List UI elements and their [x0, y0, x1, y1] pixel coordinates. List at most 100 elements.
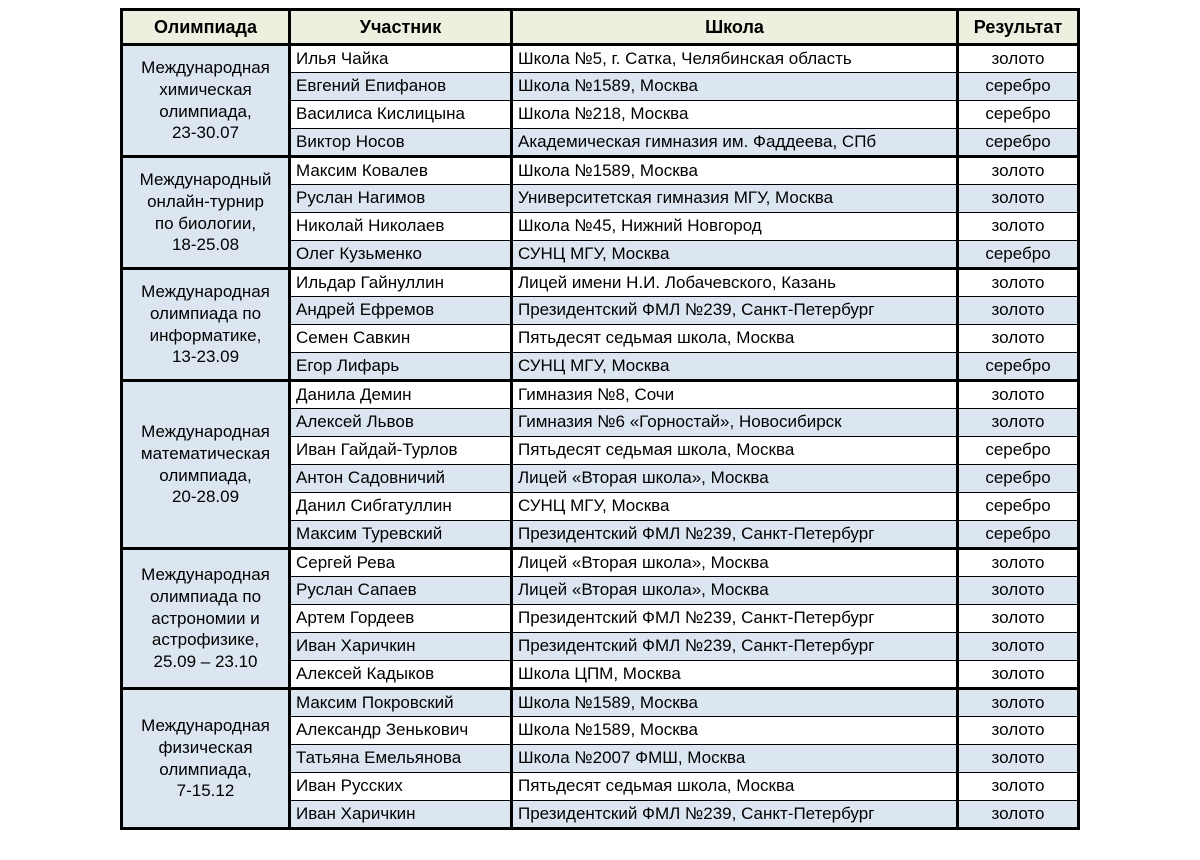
- table-row: Алексей Львов Гимназия №6 «Горностай», Но…: [122, 408, 1080, 437]
- school-cell: Школа №218, Москва: [510, 100, 959, 129]
- table-row: Артем Гордеев Президентский ФМЛ №239, Сан…: [122, 604, 1080, 633]
- result-cell: золото: [956, 632, 1080, 661]
- table-row: Международная химическая олимпиада, 23-3…: [120, 43, 1080, 157]
- school-cell: Академическая гимназия им. Фаддеева, СПб: [510, 128, 959, 157]
- table-row: Максим Туревский Президентский ФМЛ №239, …: [122, 520, 1080, 549]
- participant-cell: Максим Ковалев: [288, 155, 513, 185]
- table-row: Татьяна Емельянова Школа №2007 ФМШ, Москв…: [122, 744, 1080, 773]
- table-row: Международная олимпиада по информатике, …: [120, 267, 1080, 381]
- result-cell: серебро: [956, 492, 1080, 521]
- table-row: Андрей Ефремов Президентский ФМЛ №239, Са…: [122, 296, 1080, 325]
- participant-cell: Ильдар Гайнуллин: [288, 267, 513, 297]
- school-cell: Школа №45, Нижний Новгород: [510, 212, 959, 241]
- column-header-olympiad: Олимпиада: [120, 8, 291, 46]
- result-cell: золото: [956, 547, 1080, 577]
- result-cell: серебро: [956, 100, 1080, 129]
- table-row: Алексей Кадыков Школа ЦПМ, Москва золото: [122, 660, 1080, 689]
- result-cell: золото: [956, 155, 1080, 185]
- result-cell: серебро: [956, 520, 1080, 549]
- result-cell: золото: [956, 744, 1080, 773]
- result-cell: золото: [956, 212, 1080, 241]
- column-header-participant: Участник: [288, 8, 513, 46]
- table-row: Николай Николаев Школа №45, Нижний Новгор…: [122, 212, 1080, 241]
- school-cell: Лицей «Вторая школа», Москва: [510, 547, 959, 577]
- participant-cell: Данил Сибгатуллин: [288, 492, 513, 521]
- participant-cell: Олег Кузьменко: [288, 240, 513, 269]
- participant-cell: Андрей Ефремов: [288, 296, 513, 325]
- participant-cell: Руслан Нагимов: [288, 184, 513, 213]
- school-cell: Школа ЦПМ, Москва: [510, 660, 959, 689]
- school-cell: Школа №5, г. Сатка, Челябинская область: [510, 43, 959, 73]
- participant-cell: Иван Русских: [288, 772, 513, 801]
- participant-cell: Иван Харичкин: [288, 632, 513, 661]
- school-cell: Лицей «Вторая школа», Москва: [510, 464, 959, 493]
- result-cell: золото: [956, 604, 1080, 633]
- table-row: Василиса Кислицына Школа №218, Москва сере…: [122, 100, 1080, 129]
- table-row: Евгений Епифанов Школа №1589, Москва сереб…: [122, 72, 1080, 101]
- table-row: Международная физическая олимпиада, 7-15…: [120, 687, 1080, 829]
- table-row: Международный онлайн-турнир по биологии,…: [120, 155, 1080, 269]
- participant-cell: Семен Савкин: [288, 324, 513, 353]
- school-cell: Президентский ФМЛ №239, Санкт-Петербург: [510, 296, 959, 325]
- result-cell: золото: [956, 800, 1080, 829]
- result-cell: серебро: [956, 464, 1080, 493]
- result-cell: золото: [956, 267, 1080, 297]
- table-row: Иван Харичкин Президентский ФМЛ №239, Сан…: [122, 800, 1080, 829]
- participant-cell: Артем Гордеев: [288, 604, 513, 633]
- school-cell: Пятьдесят седьмая школа, Москва: [510, 324, 959, 353]
- result-cell: золото: [956, 296, 1080, 325]
- school-cell: Гимназия №8, Сочи: [510, 379, 959, 409]
- school-cell: Школа №1589, Москва: [510, 155, 959, 185]
- olympiad-cell: Международный онлайн-турнир по биологии,…: [120, 155, 291, 269]
- result-cell: золото: [956, 408, 1080, 437]
- participant-cell: Александр Зенькович: [288, 716, 513, 745]
- school-cell: Школа №1589, Москва: [510, 687, 959, 717]
- table-row: Иван Гайдай-Турлов Пятьдесят седьмая школ…: [122, 436, 1080, 465]
- school-cell: Президентский ФМЛ №239, Санкт-Петербург: [510, 604, 959, 633]
- table-row: Егор Лифарь СУНЦ МГУ, Москва серебро: [122, 352, 1080, 381]
- olympiad-cell: Международная математическая олимпиада, …: [120, 379, 291, 549]
- school-cell: Гимназия №6 «Горностай», Новосибирск: [510, 408, 959, 437]
- result-cell: серебро: [956, 72, 1080, 101]
- result-cell: золото: [956, 184, 1080, 213]
- result-cell: золото: [956, 660, 1080, 689]
- school-cell: Пятьдесят седьмая школа, Москва: [510, 436, 959, 465]
- participant-cell: Егор Лифарь: [288, 352, 513, 381]
- participant-cell: Антон Садовничий: [288, 464, 513, 493]
- table-row: Руслан Нагимов Университетская гимназия М…: [122, 184, 1080, 213]
- olympiad-results-table-container: Олимпиада Участник Школа Результат Между…: [120, 8, 1080, 830]
- result-cell: золото: [956, 772, 1080, 801]
- result-cell: серебро: [956, 240, 1080, 269]
- table-row: Иван Русских Пятьдесят седьмая школа, Мос…: [122, 772, 1080, 801]
- participant-cell: Илья Чайка: [288, 43, 513, 73]
- school-cell: Пятьдесят седьмая школа, Москва: [510, 772, 959, 801]
- olympiad-cell: Международная химическая олимпиада, 23-3…: [120, 43, 291, 157]
- column-header-result: Результат: [956, 8, 1080, 46]
- table-row: Антон Садовничий Лицей «Вторая школа», Мо…: [122, 464, 1080, 493]
- school-cell: Школа №2007 ФМШ, Москва: [510, 744, 959, 773]
- school-cell: Президентский ФМЛ №239, Санкт-Петербург: [510, 800, 959, 829]
- results-table: Олимпиада Участник Школа Результат Между…: [120, 8, 1080, 830]
- participant-cell: Татьяна Емельянова: [288, 744, 513, 773]
- result-cell: серебро: [956, 128, 1080, 157]
- table-body: Международная химическая олимпиада, 23-3…: [120, 43, 1080, 829]
- school-cell: Школа №1589, Москва: [510, 716, 959, 745]
- school-cell: СУНЦ МГУ, Москва: [510, 352, 959, 381]
- school-cell: СУНЦ МГУ, Москва: [510, 240, 959, 269]
- result-cell: золото: [956, 687, 1080, 717]
- school-cell: Президентский ФМЛ №239, Санкт-Петербург: [510, 520, 959, 549]
- olympiad-cell: Международная олимпиада по астрономии и …: [120, 547, 291, 689]
- participant-cell: Николай Николаев: [288, 212, 513, 241]
- participant-cell: Василиса Кислицына: [288, 100, 513, 129]
- school-cell: СУНЦ МГУ, Москва: [510, 492, 959, 521]
- result-cell: золото: [956, 576, 1080, 605]
- participant-cell: Максим Покровский: [288, 687, 513, 717]
- table-row: Международная олимпиада по астрономии и …: [120, 547, 1080, 689]
- table-row: Александр Зенькович Школа №1589, Москва зо…: [122, 716, 1080, 745]
- school-cell: Университетская гимназия МГУ, Москва: [510, 184, 959, 213]
- participant-cell: Виктор Носов: [288, 128, 513, 157]
- olympiad-cell: Международная олимпиада по информатике, …: [120, 267, 291, 381]
- result-cell: золото: [956, 716, 1080, 745]
- school-cell: Лицей имени Н.И. Лобачевского, Казань: [510, 267, 959, 297]
- table-row: Международная математическая олимпиада, …: [120, 379, 1080, 549]
